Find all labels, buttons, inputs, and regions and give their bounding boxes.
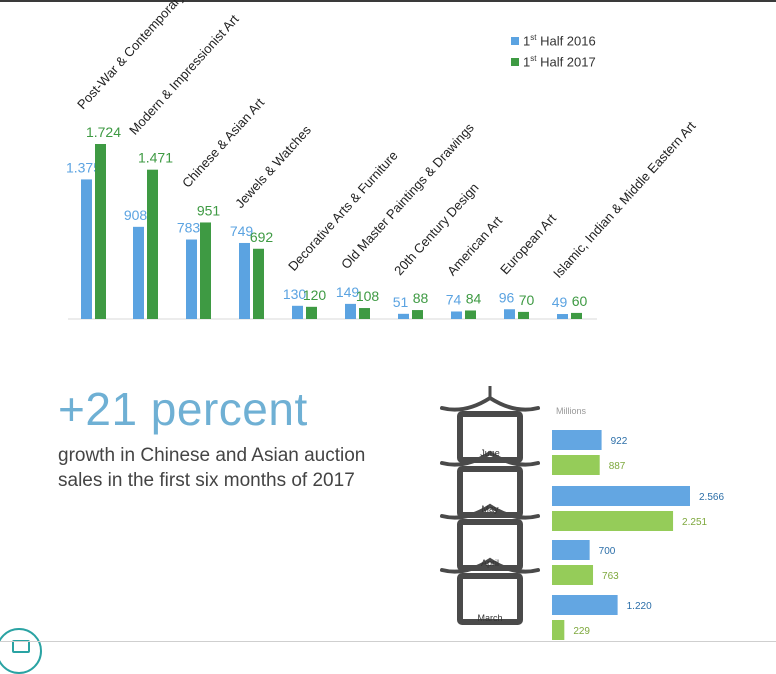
data-label-2017-7: 84 [466, 290, 482, 306]
data-label-2016-6: 51 [393, 294, 409, 310]
hbar-b-3 [552, 620, 565, 640]
pagoda-tier-2 [457, 519, 523, 571]
hbar-label-a-3: 1.220 [627, 601, 652, 612]
category-label-3: Jewels & Watches [232, 122, 314, 211]
hbar-a-2 [552, 540, 590, 560]
data-label-2017-6: 88 [413, 290, 429, 306]
data-label-2017-4: 120 [303, 287, 327, 303]
data-label-2016-9: 49 [552, 294, 568, 310]
pagoda-tier-1 [457, 466, 523, 518]
month-label-3: March [477, 613, 502, 623]
bar-2016-4 [292, 305, 303, 319]
legend-label-2017: 1st Half 2017 [523, 53, 596, 70]
pagoda-roof-1 [440, 450, 540, 467]
bar-2017-9 [571, 312, 582, 319]
hbar-a-0 [552, 430, 602, 450]
data-label-2016-1: 908 [124, 207, 148, 223]
pagoda-roof-0 [440, 395, 540, 412]
category-label-9: Islamic, Indian & Middle Eastern Art [550, 118, 699, 281]
headline-description: growth in Chinese and Asian auction sale… [58, 445, 366, 491]
hbar-b-1 [552, 511, 674, 531]
top-border [0, 0, 776, 2]
hbar-label-b-2: 763 [602, 571, 619, 582]
legend-item-2017: 1st Half 2017 [511, 51, 596, 72]
hbar-label-b-1: 2.251 [682, 517, 707, 528]
data-label-2016-4: 130 [283, 286, 307, 302]
hbar-label-b-3: 229 [573, 626, 590, 637]
bar-2016-1 [133, 226, 144, 319]
bar-2017-5 [359, 308, 370, 319]
category-label-8: European Art [497, 211, 559, 278]
bar-2017-3 [253, 248, 264, 319]
data-label-2017-3: 692 [250, 229, 274, 245]
bar-2017-2 [200, 222, 211, 319]
bar-2016-3 [239, 242, 250, 319]
month-label-1: May [481, 504, 499, 514]
bar-2017-8 [518, 311, 529, 319]
data-label-2017-8: 70 [519, 292, 535, 308]
data-label-2016-7: 74 [446, 291, 462, 307]
chart-legend: 1st Half 2016 1st Half 2017 [511, 30, 596, 72]
bar-2016-5 [345, 303, 356, 319]
data-label-2016-3: 749 [230, 223, 254, 239]
legend-swatch-2016 [511, 36, 519, 45]
data-label-2017-2: 951 [197, 202, 221, 218]
bar-2017-0 [95, 144, 106, 319]
legend-item-2016: 1st Half 2016 [511, 30, 596, 51]
legend-swatch-2017 [511, 57, 519, 66]
data-label-2017-0: 1.724 [86, 124, 121, 140]
data-label-2016-8: 96 [499, 289, 515, 305]
legend-label-2016: 1st Half 2016 [523, 32, 596, 49]
data-label-2017-5: 108 [356, 288, 380, 304]
art-category-bar-chart: 1.375 1.724 Post-War & Contemporary Art 908… [66, 0, 699, 320]
hbar-label-a-1: 2.566 [699, 492, 724, 503]
data-label-2017-1: 1.471 [138, 150, 173, 166]
data-label-2016-0: 1.375 [66, 159, 101, 175]
bar-2016-8 [504, 309, 515, 319]
bar-2016-2 [186, 239, 197, 319]
month-label-0: June [480, 448, 500, 458]
hbar-label-a-2: 700 [599, 546, 616, 557]
pagoda-tier-0 [457, 411, 523, 463]
data-label-2017-9: 60 [572, 293, 588, 309]
category-label-0: Post-War & Contemporary Art [74, 0, 200, 112]
hbar-a-1 [552, 486, 690, 506]
bottom-border [0, 641, 776, 642]
bar-2016-0 [81, 179, 92, 319]
headline-stat: +21 percent [58, 383, 308, 435]
hbar-b-0 [552, 455, 600, 475]
hbar-label-a-0: 922 [611, 436, 628, 447]
unit-label: Millions [556, 406, 587, 416]
hbar-label-b-0: 887 [609, 461, 626, 472]
bar-2017-6 [412, 310, 423, 319]
data-label-2016-2: 783 [177, 220, 201, 236]
bar-2016-6 [398, 313, 409, 319]
pagoda-tier-3 [457, 573, 523, 625]
data-label-2016-5: 149 [336, 284, 360, 300]
hbar-b-2 [552, 565, 594, 585]
bar-2017-4 [306, 306, 317, 319]
category-label-7: American Art [444, 213, 505, 279]
month-label-2: April [481, 558, 499, 568]
bar-2016-9 [557, 314, 568, 319]
bar-2016-7 [451, 311, 462, 319]
bar-2017-7 [465, 310, 476, 319]
hbar-a-3 [552, 595, 618, 615]
briefcase-icon[interactable] [0, 628, 42, 674]
monthly-pagoda-chart: Millions June 922 887 May 2.566 2.251 April 700 7… [440, 386, 724, 640]
pagoda-roof-3 [440, 557, 540, 574]
pagoda-roof-2 [440, 503, 540, 520]
bar-2017-1 [147, 169, 158, 319]
